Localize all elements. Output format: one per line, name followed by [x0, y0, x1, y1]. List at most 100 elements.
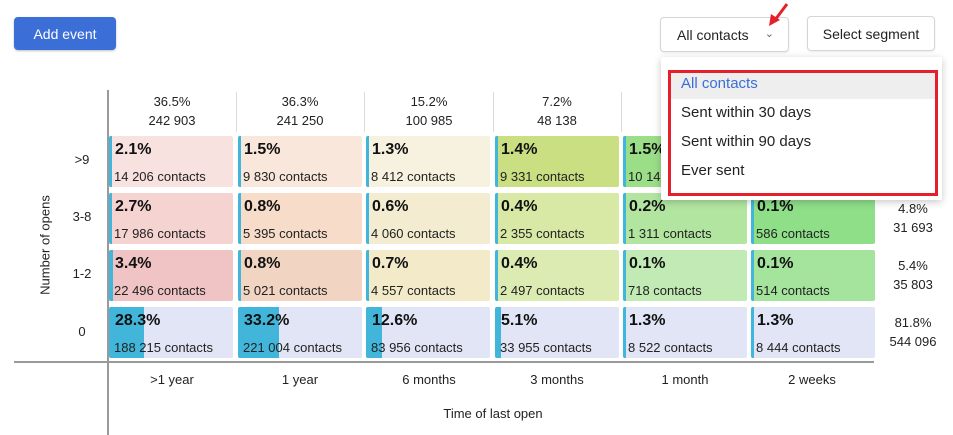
share-bar	[238, 136, 241, 187]
cell-contact-count: 8 444 contacts	[756, 340, 841, 355]
share-bar	[366, 193, 369, 244]
cell-contact-count: 17 986 contacts	[114, 226, 206, 241]
heatmap-cell[interactable]: 3.4% 22 496 contacts	[109, 250, 233, 301]
cell-percent: 1.3%	[372, 141, 409, 158]
cell-contact-count: 9 830 contacts	[243, 169, 328, 184]
row-total-pct: 5.4%	[898, 258, 928, 273]
share-bar	[623, 136, 626, 187]
row-total-pct: 4.8%	[898, 201, 928, 216]
heatmap-cell[interactable]: 0.7% 4 557 contacts	[366, 250, 490, 301]
menu-option-sent-90-days[interactable]: Sent within 90 days	[681, 133, 812, 150]
share-bar	[751, 193, 754, 244]
cell-percent: 0.2%	[629, 198, 666, 215]
heatmap-cell[interactable]: 0.8% 5 021 contacts	[238, 250, 362, 301]
cell-percent: 5.1%	[501, 312, 538, 329]
cell-percent: 0.8%	[244, 255, 281, 272]
grid-horizontal-axis-line	[14, 361, 874, 363]
heatmap-cell[interactable]: 0.4% 2 355 contacts	[495, 193, 619, 244]
column-label: >1 year	[150, 372, 194, 387]
select-segment-button[interactable]: Select segment	[807, 16, 935, 51]
cell-percent: 0.4%	[501, 198, 538, 215]
annotation-highlight-box	[668, 70, 938, 196]
column-total-pct: 36.5%	[153, 94, 191, 109]
share-bar	[238, 193, 241, 244]
column-divider	[236, 92, 237, 132]
chevron-down-icon: ⌄	[764, 28, 774, 40]
heatmap-cell[interactable]: 0.2% 1 311 contacts	[623, 193, 747, 244]
cell-percent: 1.5%	[629, 141, 666, 158]
cell-contact-count: 8 412 contacts	[371, 169, 456, 184]
row-total-count: 544 096	[889, 334, 937, 349]
column-label: 1 month	[661, 372, 709, 387]
share-bar	[751, 250, 754, 301]
column-total: 36.3% 241 250	[236, 92, 364, 132]
cell-percent: 0.4%	[501, 255, 538, 272]
cell-percent: 0.6%	[372, 198, 409, 215]
cell-contact-count: 33 955 contacts	[500, 340, 592, 355]
cell-contact-count: 5 395 contacts	[243, 226, 328, 241]
column-total-count: 48 138	[537, 113, 577, 128]
heatmap-cell[interactable]: 1.4% 9 331 contacts	[495, 136, 619, 187]
column-total-count: 242 903	[148, 113, 196, 128]
contacts-filter-menu: All contacts Sent within 30 days Sent wi…	[661, 57, 942, 200]
cell-contact-count: 2 355 contacts	[500, 226, 585, 241]
row-label: 1-2	[72, 266, 92, 281]
cell-percent: 3.4%	[115, 255, 152, 272]
share-bar	[623, 307, 626, 358]
menu-option-sent-30-days[interactable]: Sent within 30 days	[681, 104, 812, 121]
cell-contact-count: 221 004 contacts	[243, 340, 343, 355]
row-label: >9	[74, 152, 90, 167]
column-total-pct: 36.3%	[281, 94, 319, 109]
column-total-pct: 7.2%	[542, 94, 572, 109]
heatmap-cell[interactable]: 0.4% 2 497 contacts	[495, 250, 619, 301]
menu-option-ever-sent[interactable]: Ever sent	[681, 162, 745, 179]
cell-percent: 33.2%	[244, 312, 290, 329]
column-divider	[364, 92, 365, 132]
red-arrow-icon	[769, 3, 789, 26]
cell-contact-count: 8 522 contacts	[628, 340, 713, 355]
heatmap-cell[interactable]: 0.1% 586 contacts	[751, 193, 875, 244]
menu-option-all-contacts[interactable]: All contacts	[681, 75, 758, 92]
contacts-filter-dropdown[interactable]: All contacts ⌄	[660, 17, 789, 52]
add-event-button[interactable]: Add event	[14, 17, 116, 50]
heatmap-cell[interactable]: 2.7% 17 986 contacts	[109, 193, 233, 244]
heatmap-cell[interactable]: 2.1% 14 206 contacts	[109, 136, 233, 187]
cell-contact-count: 5 021 contacts	[243, 283, 328, 298]
heatmap-cell[interactable]: 5.1% 33 955 contacts	[495, 307, 619, 358]
heatmap-cell[interactable]: 1.3% 8 444 contacts	[751, 307, 875, 358]
heatmap-cell[interactable]: 12.6% 83 956 contacts	[366, 307, 490, 358]
column-label: 3 months	[530, 372, 584, 387]
heatmap-cell[interactable]: 1.3% 8 412 contacts	[366, 136, 490, 187]
column-label: 2 weeks	[788, 372, 836, 387]
cell-contact-count: 586 contacts	[756, 226, 830, 241]
share-bar	[366, 307, 382, 358]
share-bar	[366, 136, 369, 187]
heatmap-cell[interactable]: 33.2% 221 004 contacts	[238, 307, 362, 358]
heatmap-cell[interactable]: 0.6% 4 060 contacts	[366, 193, 490, 244]
cell-contact-count: 9 331 contacts	[500, 169, 585, 184]
column-total-count: 241 250	[276, 113, 324, 128]
column-label: 1 year	[281, 372, 319, 387]
heatmap-cell[interactable]: 1.5% 9 830 contacts	[238, 136, 362, 187]
contacts-filter-value: All contacts	[677, 26, 749, 43]
heatmap-cell[interactable]: 0.1% 514 contacts	[751, 250, 875, 301]
share-bar	[623, 250, 626, 301]
cell-percent: 1.5%	[244, 141, 281, 158]
cell-percent: 0.1%	[629, 255, 666, 272]
cell-percent: 12.6%	[372, 312, 418, 329]
heatmap-cell[interactable]: 1.3% 8 522 contacts	[623, 307, 747, 358]
y-axis-title: Number of opens	[37, 195, 53, 295]
column-total: 15.2% 100 985	[365, 92, 493, 132]
share-bar	[109, 136, 112, 187]
column-divider	[621, 92, 622, 132]
cell-percent: 28.3%	[115, 312, 161, 329]
cell-contact-count: 2 497 contacts	[500, 283, 585, 298]
cell-percent: 0.1%	[757, 198, 794, 215]
grid-vertical-axis-line	[107, 90, 109, 435]
heatmap-cell[interactable]: 0.8% 5 395 contacts	[238, 193, 362, 244]
heatmap-cell[interactable]: 28.3% 188 215 contacts	[109, 307, 233, 358]
cell-percent: 0.7%	[372, 255, 409, 272]
cell-contact-count: 4 060 contacts	[371, 226, 456, 241]
heatmap-cell[interactable]: 0.1% 718 contacts	[623, 250, 747, 301]
cell-contact-count: 83 956 contacts	[371, 340, 463, 355]
